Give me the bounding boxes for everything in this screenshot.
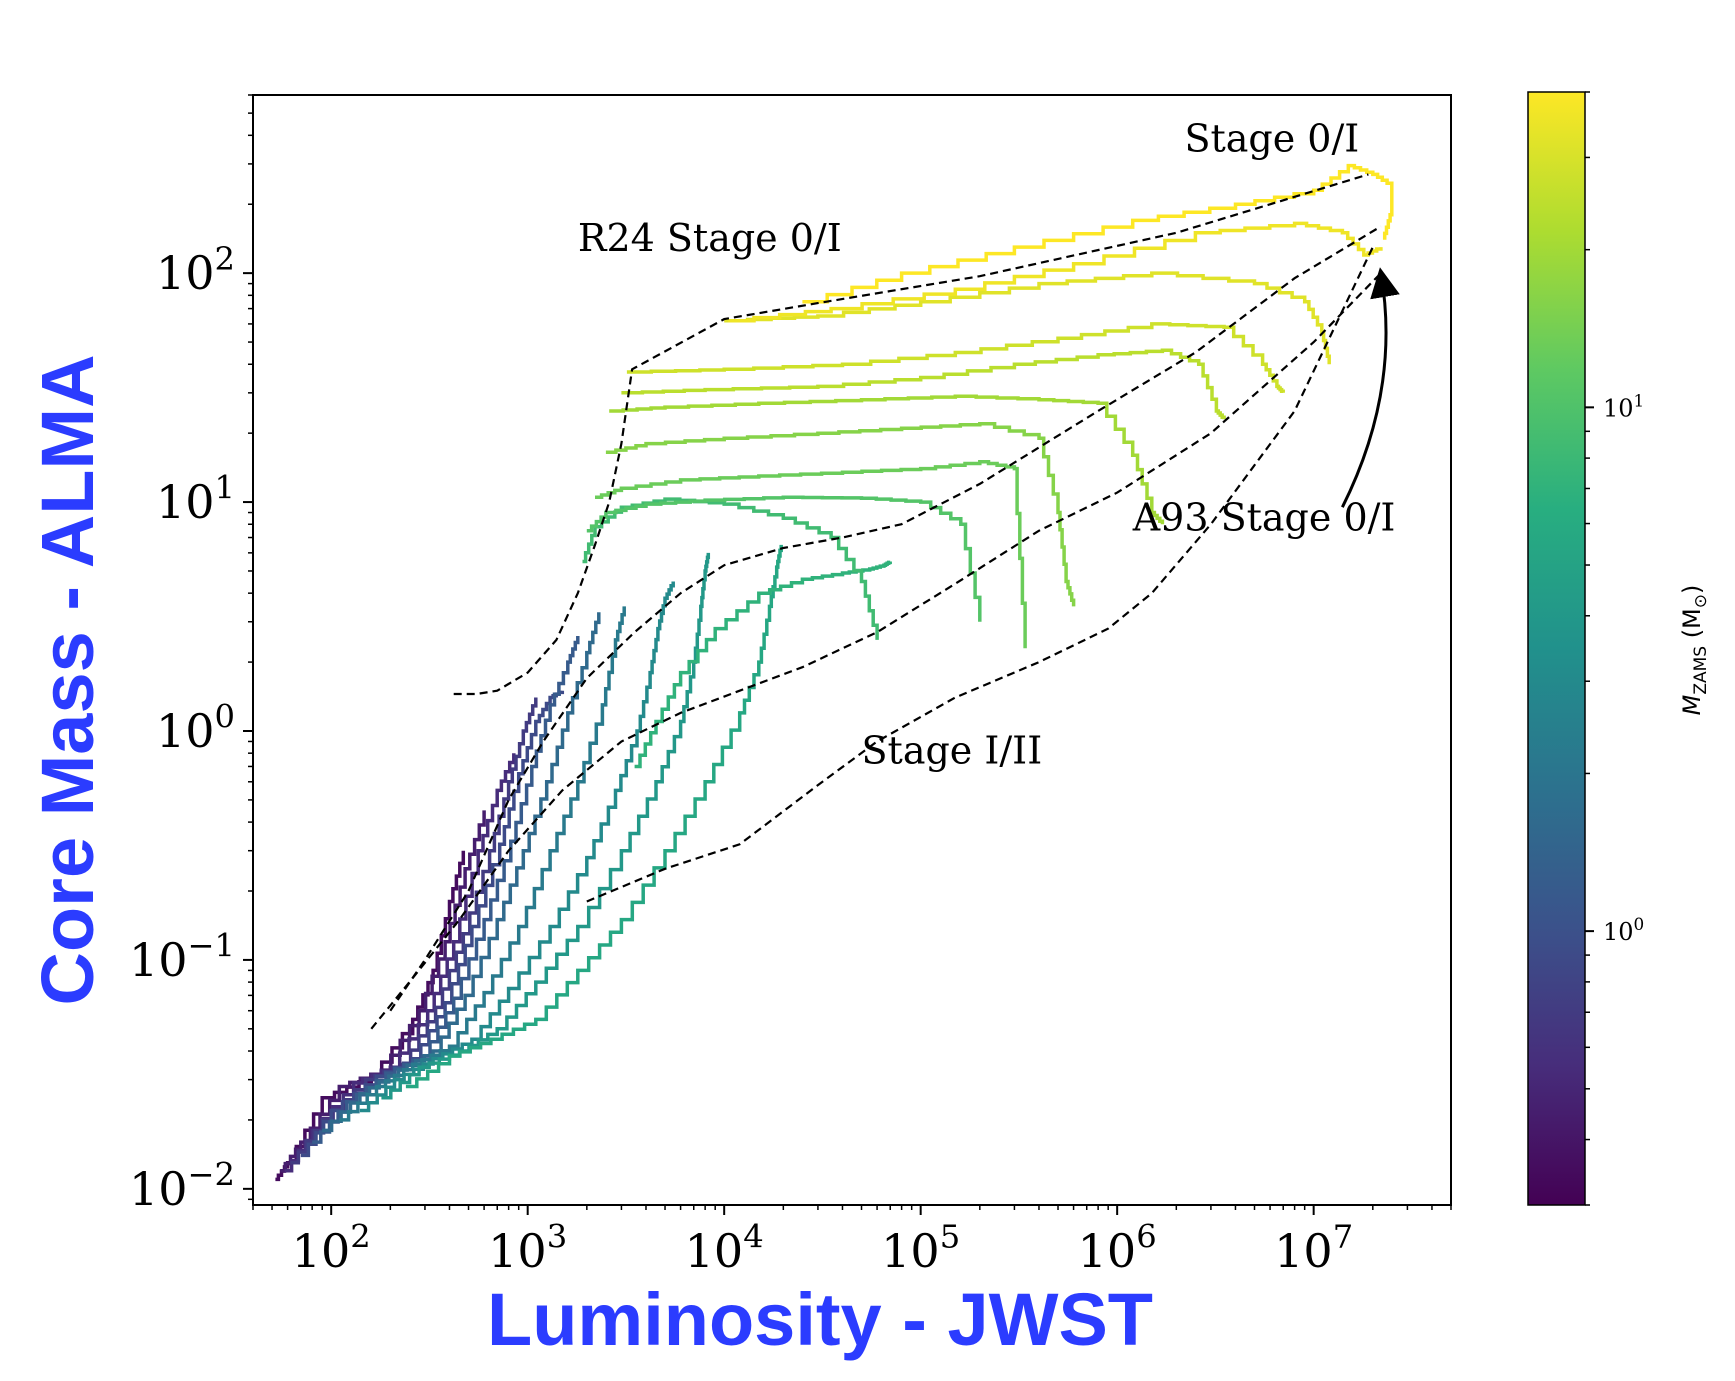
y-tick-label: 10−2 — [129, 1156, 235, 1216]
track-line — [582, 497, 879, 640]
y-axis-label: Core Mass - ALMA — [26, 354, 109, 1005]
colorbar-ticks: 100 101 — [1585, 91, 1644, 1206]
y-tick-label: 100 — [156, 698, 235, 758]
y-tick-label: 10−1 — [129, 927, 235, 987]
track-line — [595, 460, 1027, 649]
x-tick-label: 105 — [881, 1218, 960, 1278]
plot-frame — [252, 94, 1452, 1206]
track-line — [802, 163, 1394, 304]
annotation-label: Stage 0/I — [1184, 116, 1359, 160]
x-axis: 102 103 104 105 106 107 — [252, 1205, 1452, 1278]
track-line — [290, 697, 538, 1165]
x-axis-label: Luminosity - JWST — [487, 1278, 1153, 1361]
track-line — [359, 581, 675, 1113]
track-line — [626, 322, 1285, 393]
x-tick-label: 103 — [488, 1218, 567, 1278]
isochrone-line — [389, 225, 1382, 1012]
x-tick-label: 104 — [685, 1218, 764, 1278]
y-tick-label: 102 — [156, 240, 235, 300]
isochrone-line — [586, 246, 1374, 903]
track-line — [724, 271, 1331, 365]
y-tick-label: 101 — [156, 469, 235, 529]
annotation-label: Stage I/II — [862, 729, 1043, 773]
colorbar-tick-label: 100 — [1603, 914, 1644, 946]
colorbar-label: MZAMS (M⊙) — [1678, 585, 1711, 716]
track-line — [728, 221, 1383, 323]
track-line — [605, 421, 1076, 607]
annotations: Stage 0/I R24 Stage 0/I A93 Stage 0/I Stage… — [578, 116, 1400, 773]
colorbar-tick-label: 101 — [1603, 390, 1644, 422]
track-line — [405, 544, 783, 1089]
x-tick-label: 102 — [292, 1218, 371, 1278]
y-axis: 10−2 10−1 100 101 102 — [129, 94, 253, 1216]
x-tick-label: 106 — [1078, 1218, 1157, 1278]
colorbar-gradient — [1527, 91, 1586, 1206]
colorbar: 100 101 MZAMS (M⊙) — [1527, 91, 1711, 1206]
track-line — [634, 560, 892, 769]
isochrones — [370, 173, 1382, 1030]
isochrone-line — [453, 173, 1369, 696]
annotation-arrow — [1341, 267, 1400, 508]
evolution-tracks — [275, 163, 1394, 1182]
track-line — [621, 348, 1226, 420]
track-line — [280, 810, 486, 1173]
x-tick-label: 107 — [1274, 1218, 1353, 1278]
annotation-label: A93 Stage 0/I — [1132, 496, 1396, 540]
annotation-label: R24 Stage 0/I — [578, 216, 842, 260]
track-line — [586, 495, 982, 622]
track-line — [609, 394, 1165, 525]
isochrone-line — [370, 272, 1382, 1030]
